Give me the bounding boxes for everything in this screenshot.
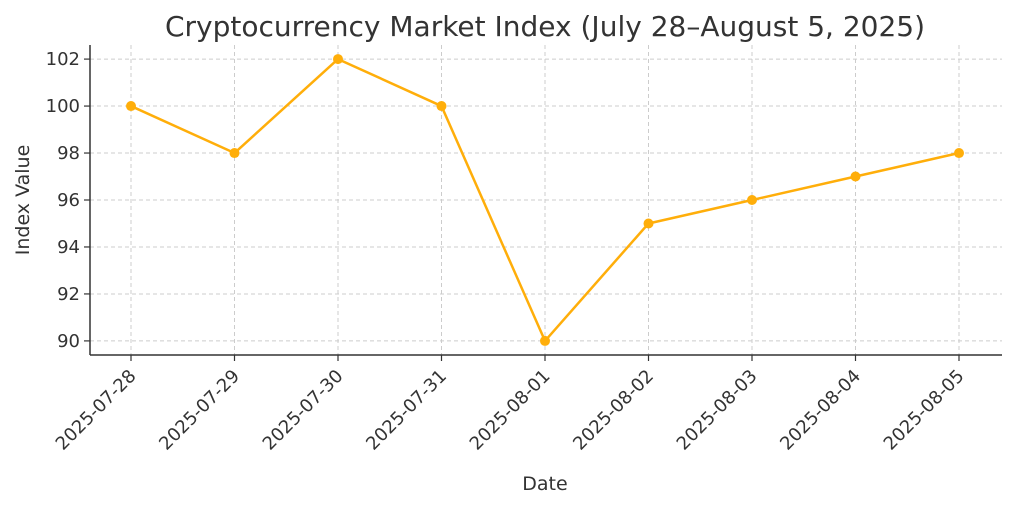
data-point	[229, 148, 240, 159]
x-tick-label: 2025-08-05	[880, 366, 969, 455]
data-point	[436, 101, 447, 112]
y-tick-label: 90	[57, 331, 80, 352]
data-point	[954, 148, 964, 159]
x-tick-label: 2025-07-31	[362, 366, 451, 455]
x-tick-label: 2025-08-01	[466, 366, 555, 455]
y-tick-label: 100	[46, 96, 80, 117]
y-tick-label: 96	[57, 190, 80, 211]
x-tick-label: 2025-08-03	[673, 366, 762, 455]
data-point	[850, 171, 861, 182]
chart-title: Cryptocurrency Market Index (July 28–Aug…	[165, 10, 925, 43]
series-layer	[126, 54, 964, 346]
y-tick-label: 92	[57, 284, 80, 305]
x-tick-label: 2025-07-28	[52, 366, 141, 455]
x-axis-ticks: 2025-07-28 2025-07-29 2025-07-30 2025-07-31…	[52, 355, 969, 455]
y-tick-label: 98	[57, 143, 80, 164]
y-tick-label: 94	[57, 237, 80, 258]
y-axis-ticks: 90 92 94 96 98 100 102	[46, 49, 90, 352]
x-tick-label: 2025-08-04	[776, 366, 865, 455]
data-point	[540, 335, 550, 346]
y-axis-label: Index Value	[12, 145, 34, 256]
y-tick-label: 102	[46, 49, 80, 70]
data-point	[126, 101, 136, 112]
x-axis-label: Date	[522, 473, 567, 495]
x-tick-label: 2025-07-29	[155, 366, 244, 455]
x-tick-label: 2025-07-30	[259, 366, 348, 455]
data-point	[643, 218, 654, 229]
data-point	[333, 54, 343, 65]
x-tick-label: 2025-08-02	[569, 366, 658, 455]
data-point	[747, 195, 757, 205]
gridlines	[90, 45, 1002, 355]
